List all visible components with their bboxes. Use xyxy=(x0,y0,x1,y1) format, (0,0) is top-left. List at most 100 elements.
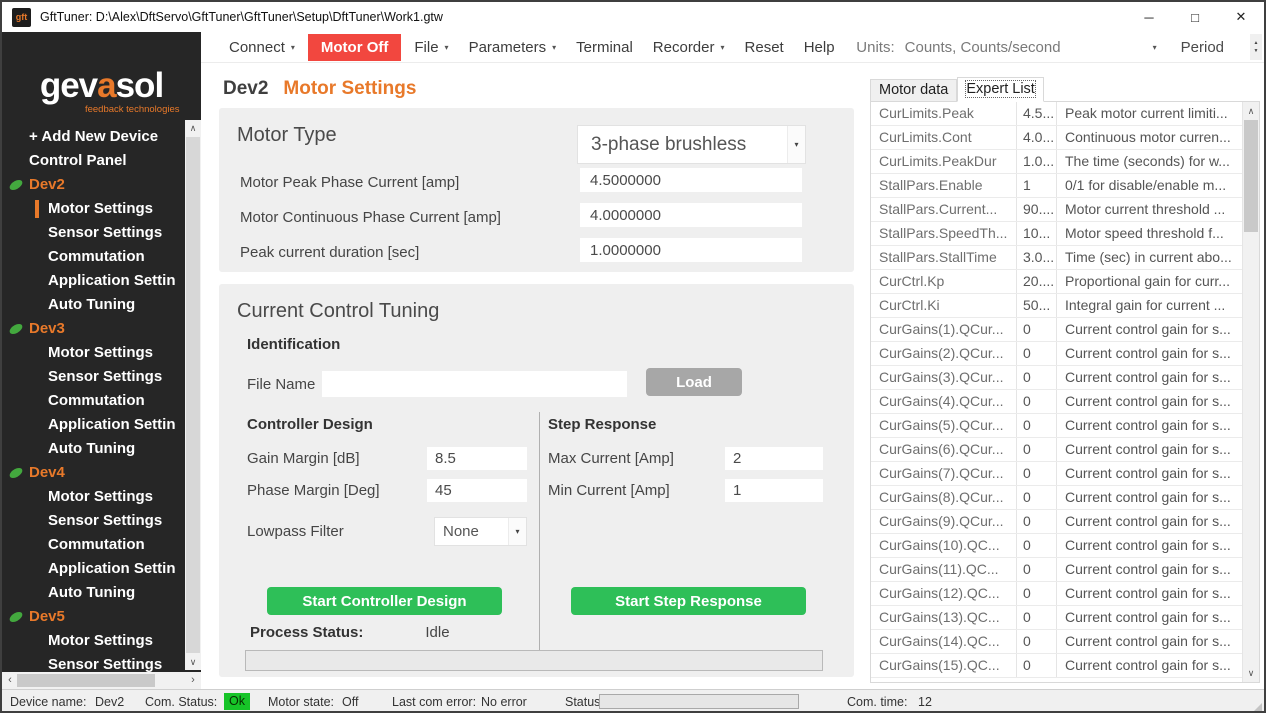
sidebar-item-dev4-auto-tuning[interactable]: Auto Tuning xyxy=(2,581,185,605)
menu-item-motor-off[interactable]: Motor Off xyxy=(307,33,402,61)
sidebar-item-dev4-application-settin[interactable]: Application Settin xyxy=(2,557,185,581)
sidebar-item-dev2-commutation[interactable]: Commutation xyxy=(2,245,185,269)
field-input-phase-margin-deg[interactable] xyxy=(427,478,527,502)
table-vertical-scrollbar[interactable]: ∧ ∨ xyxy=(1242,102,1259,682)
table-row-curgains-1-qcur[interactable]: CurGains(1).QCur... 0 Current control gain… xyxy=(871,318,1242,342)
start-controller-design-button[interactable]: Start Controller Design xyxy=(267,587,502,615)
spinner-down-icon[interactable]: ▼ xyxy=(1253,48,1259,54)
menu-item-file[interactable]: File ▾ xyxy=(404,35,458,60)
scroll-up-icon[interactable]: ∧ xyxy=(1247,106,1255,116)
sidebar-item-dev2-motor-settings[interactable]: Motor Settings xyxy=(2,197,185,221)
field-input-min-current-amp[interactable] xyxy=(725,478,823,502)
sidebar-item-dev3-auto-tuning[interactable]: Auto Tuning xyxy=(2,437,185,461)
table-row-stallpars-current[interactable]: StallPars.Current... 90.... Motor current … xyxy=(871,198,1242,222)
sidebar-item-dev4-commutation[interactable]: Commutation xyxy=(2,533,185,557)
motor-type-dropdown[interactable]: 3-phase brushless ▾ xyxy=(577,125,806,164)
param-description: Continuous motor curren... xyxy=(1065,129,1231,145)
table-row-stallpars-stalltime[interactable]: StallPars.StallTime 3.0... Time (sec) in c… xyxy=(871,246,1242,270)
menu-item-connect[interactable]: Connect ▾ xyxy=(219,35,305,60)
sidebar-device-dev3[interactable]: Dev3 xyxy=(2,317,185,341)
sidebar: gevasol feedback technologies + Add New … xyxy=(2,32,201,689)
period-spinner[interactable]: ▲ ▼ xyxy=(1250,34,1262,60)
menu-item-help[interactable]: Help xyxy=(794,35,845,60)
field-input-peak-current-duration-sec[interactable] xyxy=(580,238,802,262)
menu-item-terminal[interactable]: Terminal xyxy=(566,35,643,60)
table-row-curctrl-kp[interactable]: CurCtrl.Kp 20.... Proportional gain for cu… xyxy=(871,270,1242,294)
device-status-leaf-icon xyxy=(7,466,25,480)
sidebar-item-dev3-sensor-settings[interactable]: Sensor Settings xyxy=(2,365,185,389)
sidebar-item-dev2-sensor-settings[interactable]: Sensor Settings xyxy=(2,221,185,245)
param-name: CurGains(11).QC... xyxy=(871,558,1017,581)
field-input-gain-margin-db[interactable] xyxy=(427,446,527,470)
minimize-icon[interactable]: ─ xyxy=(1144,9,1154,25)
sidebar-item-dev4-sensor-settings[interactable]: Sensor Settings xyxy=(2,509,185,533)
resize-grip-icon[interactable] xyxy=(1252,703,1262,711)
chevron-down-icon[interactable]: ▾ xyxy=(787,126,805,163)
tab-motor-data[interactable]: Motor data xyxy=(870,79,958,102)
sidebar-device-dev2[interactable]: Dev2 xyxy=(2,173,185,197)
sidebar-item-dev4-motor-settings[interactable]: Motor Settings xyxy=(2,485,185,509)
sidebar-device-dev5[interactable]: Dev5 xyxy=(2,605,185,629)
scroll-down-icon[interactable]: ∨ xyxy=(189,657,197,667)
menu-item-recorder[interactable]: Recorder ▾ xyxy=(643,35,735,60)
lowpass-filter-dropdown[interactable]: None ▾ xyxy=(434,516,527,546)
table-row-curgains-5-qcur[interactable]: CurGains(5).QCur... 0 Current control gain… xyxy=(871,414,1242,438)
table-row-curgains-7-qcur[interactable]: CurGains(7).QCur... 0 Current control gain… xyxy=(871,462,1242,486)
table-row-curgains-4-qcur[interactable]: CurGains(4).QCur... 0 Current control gain… xyxy=(871,390,1242,414)
table-row-curlimits-cont[interactable]: CurLimits.Cont 4.0... Continuous motor cur… xyxy=(871,126,1242,150)
table-row-curgains-15-qc[interactable]: CurGains(15).QC... 0 Current control gain … xyxy=(871,654,1242,678)
scroll-left-icon[interactable]: ‹ xyxy=(8,674,12,686)
table-row-curgains-13-qc[interactable]: CurGains(13).QC... 0 Current control gain … xyxy=(871,606,1242,630)
table-row-curlimits-peakdur[interactable]: CurLimits.PeakDur 1.0... The time (seconds… xyxy=(871,150,1242,174)
sidebar-item-dev2-application-settin[interactable]: Application Settin xyxy=(2,269,185,293)
sidebar-horizontal-scrollbar[interactable]: ‹ › xyxy=(2,672,201,689)
table-row-curgains-2-qcur[interactable]: CurGains(2).QCur... 0 Current control gain… xyxy=(871,342,1242,366)
table-row-curgains-3-qcur[interactable]: CurGains(3).QCur... 0 Current control gain… xyxy=(871,366,1242,390)
sidebar-vertical-scrollbar[interactable]: ∧ ∨ xyxy=(185,120,201,670)
chevron-down-icon[interactable]: ▾ xyxy=(508,517,526,545)
menu-item-parameters[interactable]: Parameters ▾ xyxy=(459,35,567,60)
start-step-response-button[interactable]: Start Step Response xyxy=(571,587,806,615)
table-row-curgains-10-qc[interactable]: CurGains(10).QC... 0 Current control gain … xyxy=(871,534,1242,558)
sidebar-item-dev5-motor-settings[interactable]: Motor Settings xyxy=(2,629,185,653)
file-name-input[interactable] xyxy=(322,371,627,397)
sidebar-item-dev2-auto-tuning[interactable]: Auto Tuning xyxy=(2,293,185,317)
sidebar-item-add-new-device[interactable]: + Add New Device xyxy=(29,128,159,145)
table-row-curgains-6-qcur[interactable]: CurGains(6).QCur... 0 Current control gain… xyxy=(871,438,1242,462)
parameter-tabs: Motor data Expert List xyxy=(870,77,1044,102)
scroll-up-icon[interactable]: ∧ xyxy=(189,123,197,133)
scrollbar-thumb[interactable] xyxy=(17,674,155,687)
scroll-down-icon[interactable]: ∨ xyxy=(1247,668,1255,678)
maximize-icon[interactable]: □ xyxy=(1191,9,1199,25)
field-input-motor-continuous-phase-current-amp[interactable] xyxy=(580,203,802,227)
units-select[interactable]: Counts, Counts/second ▾ xyxy=(905,39,1157,56)
table-row-stallpars-speedth[interactable]: StallPars.SpeedTh... 10... Motor speed thr… xyxy=(871,222,1242,246)
sidebar-item-dev3-commutation[interactable]: Commutation xyxy=(2,389,185,413)
scrollbar-thumb[interactable] xyxy=(186,137,200,653)
table-row-stallpars-enable[interactable]: StallPars.Enable 1 0/1 for disable/enable … xyxy=(871,174,1242,198)
app-icon[interactable]: gft xyxy=(12,7,31,27)
tab-expert-list[interactable]: Expert List xyxy=(957,77,1044,102)
table-row-curgains-14-qc[interactable]: CurGains(14).QC... 0 Current control gain … xyxy=(871,630,1242,654)
scrollbar-thumb[interactable] xyxy=(1244,120,1258,232)
sidebar-item-dev3-application-settin[interactable]: Application Settin xyxy=(2,413,185,437)
table-row-curctrl-ki[interactable]: CurCtrl.Ki 50... Integral gain for current… xyxy=(871,294,1242,318)
field-input-motor-peak-phase-current-amp[interactable] xyxy=(580,168,802,192)
table-row-curgains-8-qcur[interactable]: CurGains(8).QCur... 0 Current control gain… xyxy=(871,486,1242,510)
spinner-up-icon[interactable]: ▲ xyxy=(1253,40,1259,46)
table-row-curgains-12-qc[interactable]: CurGains(12).QC... 0 Current control gain … xyxy=(871,582,1242,606)
parameter-rows: CurLimits.Peak 4.5... Peak motor current l… xyxy=(871,102,1242,682)
sidebar-item-dev5-sensor-settings[interactable]: Sensor Settings xyxy=(2,653,185,677)
scroll-right-icon[interactable]: › xyxy=(191,674,195,686)
sidebar-item-control-panel[interactable]: Control Panel xyxy=(29,152,127,169)
close-icon[interactable]: ✕ xyxy=(1235,9,1247,24)
field-input-max-current-amp[interactable] xyxy=(725,446,823,470)
sidebar-item-dev3-motor-settings[interactable]: Motor Settings xyxy=(2,341,185,365)
device-status-leaf-icon xyxy=(7,178,25,192)
table-row-curgains-9-qcur[interactable]: CurGains(9).QCur... 0 Current control gain… xyxy=(871,510,1242,534)
menu-item-reset[interactable]: Reset xyxy=(735,35,794,60)
table-row-curlimits-peak[interactable]: CurLimits.Peak 4.5... Peak motor current l… xyxy=(871,102,1242,126)
sidebar-device-dev4[interactable]: Dev4 xyxy=(2,461,185,485)
load-button[interactable]: Load xyxy=(646,368,742,396)
table-row-curgains-11-qc[interactable]: CurGains(11).QC... 0 Current control gain … xyxy=(871,558,1242,582)
